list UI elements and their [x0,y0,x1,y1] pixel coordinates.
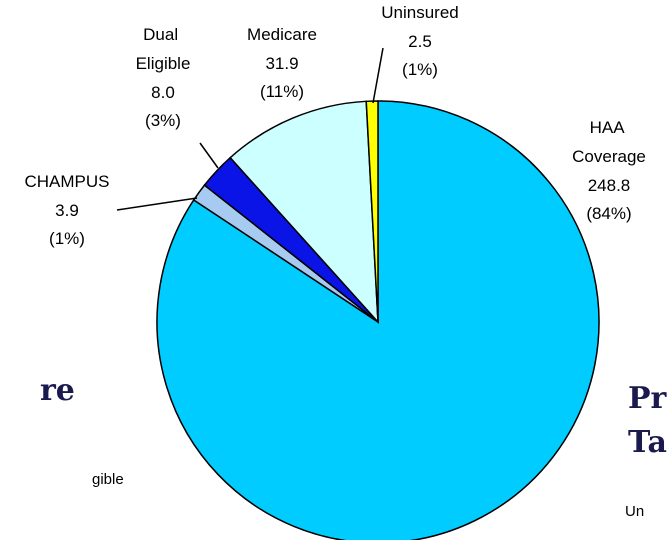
percent-label: (3%) [145,111,181,130]
pie-slice [229,100,379,325]
pie-slice [365,100,379,323]
leader-line [116,197,198,211]
slice-label: Dual Eligible [136,25,191,73]
percent-label: (1%) [402,60,438,79]
background-text: re [40,373,75,408]
background-text: gible [92,471,124,488]
value-label: 31.9 [265,54,298,73]
leader-line [372,47,384,104]
percent-label: (11%) [260,82,304,101]
slice-label: Medicare [247,25,317,44]
background-text: Pr [628,381,668,416]
value-label: 3.9 [55,201,79,220]
value-label: 2.5 [408,32,432,51]
slice-label: HAA Coverage [572,118,646,166]
percent-label: (1%) [49,229,85,248]
background-text: Ta [628,425,667,460]
value-label: 8.0 [151,83,175,102]
slice-label: CHAMPUS [24,172,109,191]
background-text: Un [625,503,644,520]
value-label: 248.8 [588,176,631,195]
percent-label: (84%) [586,204,631,223]
leader-line [199,142,219,169]
slice-label: Uninsured [381,3,459,22]
